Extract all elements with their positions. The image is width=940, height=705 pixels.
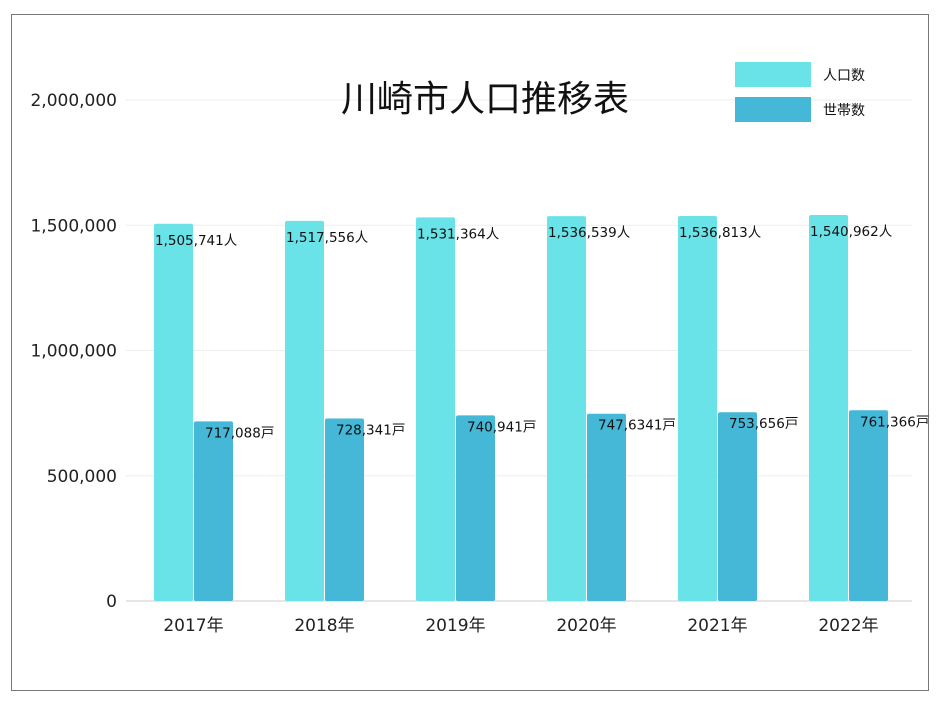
population-bar [678, 216, 717, 601]
y-tick-label: 1,000,000 [30, 342, 117, 362]
population-bar [416, 217, 455, 601]
y-tick-label: 1,500,000 [30, 216, 117, 236]
household-bar [849, 410, 888, 601]
population-bar [154, 223, 193, 601]
chart-title: 川崎市人口推移表 [341, 79, 629, 120]
household-label: 728,341戸 [336, 423, 405, 439]
household-bar [325, 418, 364, 601]
y-axis-ticks: 0 500,000 1,000,000 1,500,000 2,000,000 [30, 91, 117, 612]
legend: 人口数 世帯数 [735, 62, 865, 122]
x-tick-label: 2018年 [294, 616, 354, 636]
household-bar [718, 412, 757, 601]
population-label: 1,536,813人 [679, 225, 762, 241]
data-labels: 1,505,741人 717,088戸 1,517,556人 728,341戸 1,53… [155, 224, 929, 441]
population-label: 1,540,962人 [810, 224, 893, 240]
x-tick-label: 2021年 [687, 616, 747, 636]
household-bar [587, 413, 626, 601]
population-bar [547, 216, 586, 601]
population-label: 1,505,741人 [155, 233, 238, 249]
legend-label-households: 世帯数 [823, 103, 865, 119]
x-tick-label: 2022年 [818, 616, 878, 636]
population-bar [809, 214, 848, 601]
gridlines [126, 99, 912, 602]
y-tick-label: 2,000,000 [30, 91, 117, 111]
household-label: 740,941戸 [467, 419, 536, 435]
household-label: 747,6341戸 [598, 418, 676, 434]
legend-swatch-population [735, 62, 811, 87]
x-tick-label: 2017年 [163, 616, 223, 636]
household-label: 761,366戸 [860, 414, 929, 430]
y-tick-label: 500,000 [47, 467, 117, 487]
y-tick-label: 0 [106, 592, 117, 612]
x-axis-ticks: 2017年 2018年 2019年 2020年 2021年 2022年 [163, 616, 878, 636]
legend-swatch-households [735, 97, 811, 122]
population-label: 1,531,364人 [417, 226, 500, 242]
bars [154, 214, 888, 601]
population-label: 1,536,539人 [548, 225, 631, 241]
household-label: 717,088戸 [205, 425, 274, 441]
x-tick-label: 2020年 [556, 616, 616, 636]
population-label: 1,517,556人 [286, 230, 369, 246]
household-bar [194, 421, 233, 601]
household-label: 753,656戸 [729, 416, 798, 432]
household-bar [456, 415, 495, 601]
population-bar [285, 220, 324, 601]
x-tick-label: 2019年 [425, 616, 485, 636]
legend-label-population: 人口数 [823, 68, 865, 84]
